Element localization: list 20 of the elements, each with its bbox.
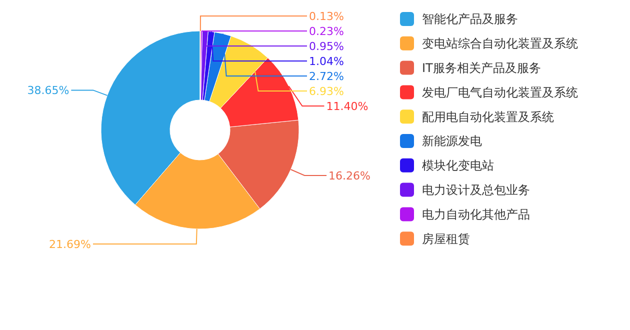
legend-label: 新能源发电 — [422, 134, 482, 148]
legend-label: IT服务相关产品及服务 — [422, 61, 541, 75]
legend-label: 电力设计及总包业务 — [422, 183, 530, 197]
legend-label: 模块化变电站 — [422, 158, 494, 173]
data-label: 6.93% — [309, 84, 344, 98]
data-label: 38.65% — [27, 84, 70, 98]
data-label: 0.13% — [309, 10, 344, 23]
data-label: 0.95% — [309, 40, 344, 53]
data-label: 21.69% — [49, 238, 91, 251]
data-label: 1.04% — [309, 54, 344, 68]
legend-label: 智能化产品及服务 — [422, 12, 518, 26]
data-label: 16.26% — [328, 169, 370, 182]
legend-label: 配用电自动化装置及系统 — [422, 110, 554, 124]
data-label: 2.72% — [309, 70, 344, 83]
legend-label: 房屋租赁 — [422, 232, 470, 246]
legend-label: 发电厂电气自动化装置及系统 — [422, 85, 578, 100]
legend-label: 变电站综合自动化装置及系统 — [422, 36, 578, 51]
data-label: 11.40% — [326, 100, 368, 113]
legend-label: 电力自动化其他产品 — [422, 207, 530, 222]
data-label: 0.23% — [309, 24, 344, 38]
